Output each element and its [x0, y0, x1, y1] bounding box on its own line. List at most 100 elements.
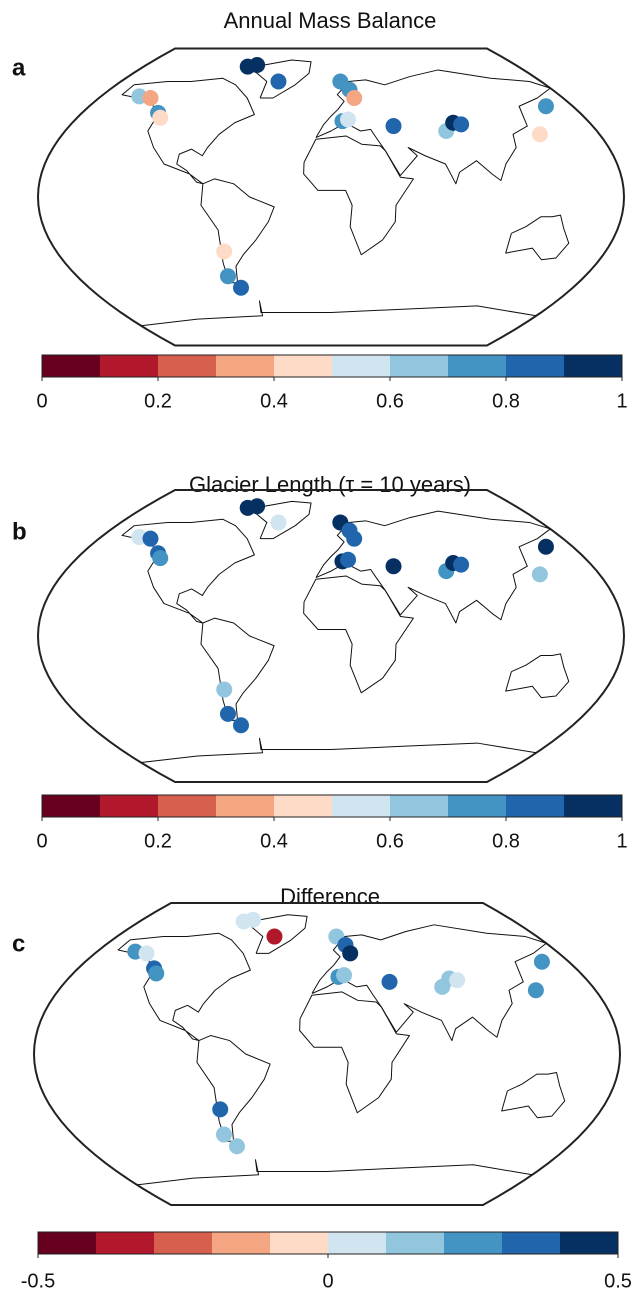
- colorbar-bin: [154, 1232, 213, 1254]
- colorbar-bin: [158, 795, 217, 817]
- colorbar-tick-label: 1: [616, 830, 627, 852]
- panel-title: Difference: [280, 884, 380, 909]
- colorbar-bin: [506, 795, 565, 817]
- colorbar-bin: [390, 355, 449, 377]
- colorbar-tick-label: -0.5: [21, 1270, 55, 1292]
- coastline: [505, 214, 570, 261]
- colorbar-bin: [216, 795, 275, 817]
- colorbar-bin: [386, 1232, 445, 1254]
- colorbar-bin: [270, 1232, 329, 1254]
- colorbar-tick-label: 0: [36, 830, 47, 852]
- panel-label: b: [12, 518, 27, 545]
- colorbar-tick-label: 0.4: [260, 830, 288, 852]
- panel-label: a: [12, 54, 26, 81]
- colorbar-bin: [42, 355, 101, 377]
- colorbar-bin: [332, 795, 391, 817]
- glacier-site: [232, 279, 249, 296]
- colorbar-bin: [216, 355, 275, 377]
- glacier-site: [148, 965, 165, 982]
- glacier-site: [216, 681, 233, 698]
- colorbar-bin: [332, 355, 391, 377]
- coastline: [315, 69, 551, 185]
- colorbar-tick-label: 0.2: [144, 830, 172, 852]
- glacier-site: [249, 57, 266, 73]
- glacier-site: [381, 973, 398, 990]
- coastline: [140, 737, 537, 764]
- colorbar-frame: [41, 794, 623, 818]
- colorbar-tick-label: 0.2: [144, 390, 172, 412]
- colorbar-bin: [274, 355, 333, 377]
- glacier-site: [219, 705, 236, 722]
- glacier-site: [270, 514, 287, 531]
- glacier-site: [216, 243, 233, 260]
- colorbar-bin: [506, 355, 565, 377]
- glacier-site: [533, 953, 550, 970]
- glacier-site: [346, 90, 363, 106]
- colorbar-tick-label: 0: [322, 1270, 333, 1292]
- coastline: [254, 500, 312, 540]
- colorbar-bin: [564, 795, 623, 817]
- glacier-site: [453, 116, 470, 133]
- colorbar-bin: [502, 1232, 561, 1254]
- colorbar-bin: [42, 795, 101, 817]
- glacier-site: [453, 556, 470, 573]
- colorbar-tick-label: 0.6: [376, 390, 404, 412]
- coastline: [303, 135, 414, 256]
- glacier-site: [537, 538, 554, 555]
- coastline: [303, 575, 414, 694]
- colorbar-bin: [38, 1232, 97, 1254]
- coastline: [505, 653, 570, 699]
- glacier-site: [138, 945, 155, 962]
- colorbar-bin: [448, 795, 507, 817]
- glacier-site: [142, 530, 159, 547]
- colorbar-bin: [212, 1232, 271, 1254]
- map-frame: [36, 47, 626, 347]
- glacier-site: [270, 73, 287, 90]
- colorbar-tick-label: 0: [36, 390, 47, 412]
- glacier-site: [385, 118, 402, 135]
- coastline: [140, 300, 537, 327]
- colorbar-tick-label: 0.8: [492, 390, 520, 412]
- colorbar-tick-label: 1: [616, 390, 627, 412]
- map-frame: [36, 489, 626, 783]
- colorbar-tick-label: 0.8: [492, 830, 520, 852]
- glacier-site: [340, 551, 357, 568]
- colorbar-bin: [564, 355, 623, 377]
- panel-title: Annual Mass Balance: [224, 8, 437, 33]
- glacier-site: [385, 558, 402, 575]
- glacier-site: [142, 90, 159, 106]
- glacier-site: [232, 717, 249, 734]
- glacier-site: [228, 1138, 245, 1155]
- coastline: [136, 1159, 533, 1186]
- colorbar-bin: [390, 795, 449, 817]
- glacier-site: [336, 967, 353, 984]
- glacier-site: [249, 498, 266, 515]
- glacier-site: [449, 972, 466, 989]
- coastline: [254, 59, 312, 99]
- colorbar-bin: [448, 355, 507, 377]
- colorbar-tick-label: 0.4: [260, 390, 288, 412]
- colorbar-tick-label: 0.6: [376, 830, 404, 852]
- coastline: [311, 924, 547, 1042]
- glacier-site: [342, 945, 359, 962]
- glacier-site: [266, 928, 283, 945]
- glacier-site: [531, 126, 548, 143]
- colorbar-bin: [274, 795, 333, 817]
- glacier-site: [215, 1126, 232, 1143]
- colorbar-bin: [158, 355, 217, 377]
- glacier-site: [531, 566, 548, 583]
- map-frame: [32, 902, 622, 1206]
- colorbar-bin: [560, 1232, 619, 1254]
- glacier-site: [346, 530, 363, 547]
- colorbar-bin: [100, 355, 159, 377]
- glacier-site: [527, 982, 544, 999]
- glacier-site: [152, 550, 169, 567]
- coastline: [196, 1035, 271, 1142]
- panel-title: Glacier Length (τ = 10 years): [189, 472, 471, 497]
- glacier-site: [152, 109, 169, 126]
- colorbar-bin: [96, 1232, 155, 1254]
- colorbar-bin: [100, 795, 159, 817]
- glacier-site: [245, 911, 262, 928]
- glacier-site: [212, 1101, 229, 1118]
